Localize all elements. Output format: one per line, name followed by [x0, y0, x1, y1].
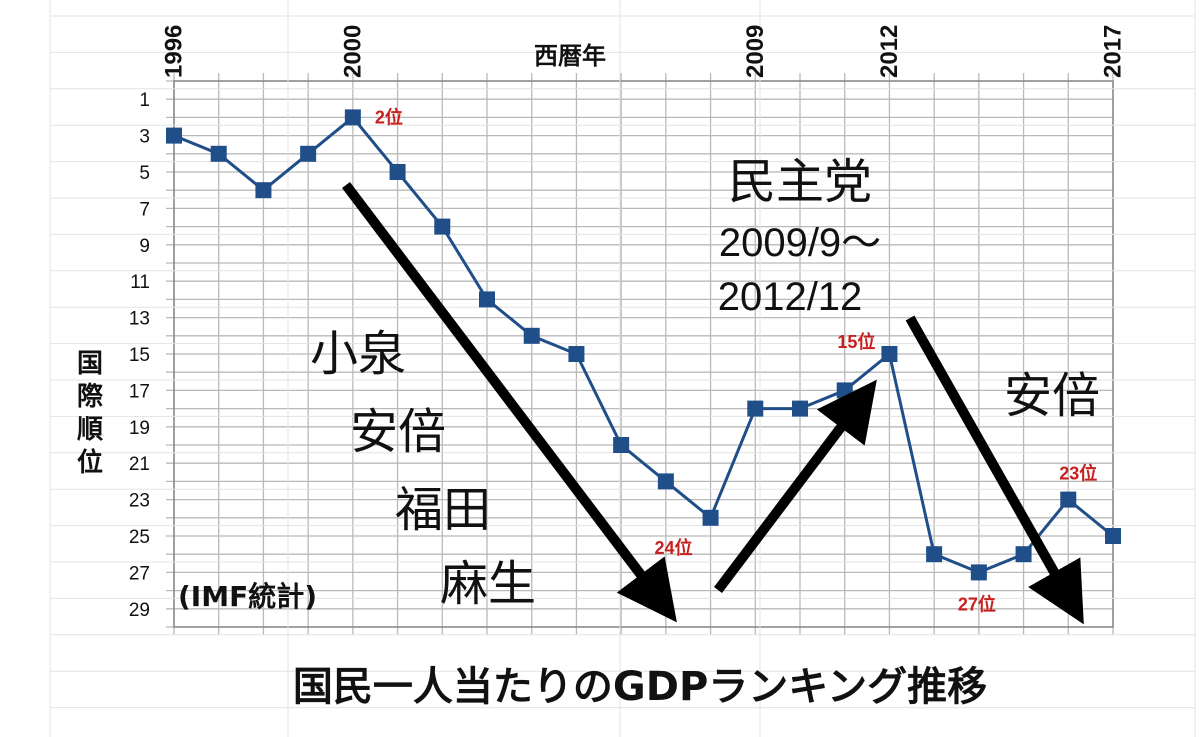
data-point — [568, 346, 585, 362]
x-tick-label: 2017 — [1100, 25, 1127, 78]
period-label-line: 福田 — [395, 482, 491, 538]
data-point — [926, 546, 943, 563]
data-point — [747, 400, 764, 417]
rank-label: 23位 — [1059, 463, 1097, 484]
data-point — [613, 437, 630, 453]
chart-title: 国民一人当たりのGDPランキング推移 — [293, 664, 987, 710]
y-tick-label: 27 — [129, 563, 150, 584]
data-point — [344, 109, 361, 126]
data-point — [970, 564, 987, 581]
x-tick-label: 2000 — [339, 25, 366, 78]
trend-arrows — [342, 181, 1084, 625]
period-label-line: 安倍 — [1004, 368, 1100, 424]
data-point — [210, 145, 227, 162]
source-note: (IMF統計) — [178, 580, 317, 613]
data-point — [389, 164, 406, 180]
y-tick-label: 11 — [130, 272, 150, 293]
period-label-line: 安倍 — [350, 404, 446, 460]
data-point — [657, 473, 674, 490]
data-point — [836, 382, 853, 399]
data-point — [702, 509, 719, 526]
grid — [166, 73, 1114, 635]
period-label-line: 2009/9～ — [719, 221, 881, 265]
data-point — [1015, 546, 1032, 563]
rank-label: 27位 — [958, 593, 996, 614]
x-tick-label: 1996 — [161, 25, 188, 78]
rank-annotations: 2位 24位 15位 27位 23位 — [375, 106, 1097, 614]
x-axis-ticks: 1996 2000 2009 2012 2017 — [161, 25, 1127, 78]
data-point — [1105, 528, 1121, 544]
period-label-line: 2012/12 — [718, 275, 863, 319]
rank-label: 24位 — [655, 537, 693, 558]
data-point — [881, 346, 898, 362]
data-point — [479, 291, 495, 308]
y-tick-label: 15 — [129, 345, 150, 366]
y-tick-label: 9 — [139, 236, 150, 257]
data-point — [1060, 491, 1077, 508]
y-tick-label: 17 — [129, 381, 150, 402]
y-tick-label: 23 — [129, 491, 150, 512]
data-point — [300, 145, 317, 162]
data-point — [792, 400, 808, 417]
series — [166, 109, 1121, 581]
arrow-rise — [714, 379, 877, 594]
y-tick-label: 1 — [139, 90, 150, 111]
y-tick-label: 3 — [139, 127, 150, 148]
period-label-line: 麻生 — [440, 556, 536, 612]
y-tick-label: 13 — [129, 309, 150, 330]
period-label-dpj: 民主党 2009/9～ 2012/12 — [718, 154, 881, 319]
period-label-koizumi: 小泉 安倍 福田 麻生 — [310, 326, 536, 612]
arrow-decline-2 — [905, 315, 1084, 625]
y-tick-label: 21 — [129, 454, 150, 475]
period-label-line: 民主党 — [728, 154, 872, 210]
plot-frame — [173, 80, 1114, 628]
data-point — [255, 182, 272, 199]
y-tick-label: 25 — [129, 527, 150, 548]
data-point — [523, 327, 540, 344]
period-label-line: 小泉 — [310, 326, 406, 382]
rank-label: 15位 — [837, 331, 875, 352]
x-tick-label: 2012 — [876, 25, 903, 78]
y-tick-label: 29 — [129, 600, 150, 621]
series-line — [173, 115, 1114, 575]
period-label-abe: 安倍 — [1004, 368, 1100, 424]
data-point — [166, 127, 182, 144]
arrow-decline-1 — [342, 181, 677, 623]
x-axis-label: 西暦年 — [534, 42, 606, 70]
y-tick-label: 5 — [139, 163, 150, 184]
y-tick-label: 19 — [129, 418, 150, 439]
data-point — [434, 218, 451, 235]
y-tick-label: 7 — [139, 199, 150, 220]
x-tick-label: 2009 — [742, 25, 769, 78]
rank-label: 2位 — [375, 106, 403, 127]
y-axis-label: 国際順位 — [77, 349, 104, 478]
